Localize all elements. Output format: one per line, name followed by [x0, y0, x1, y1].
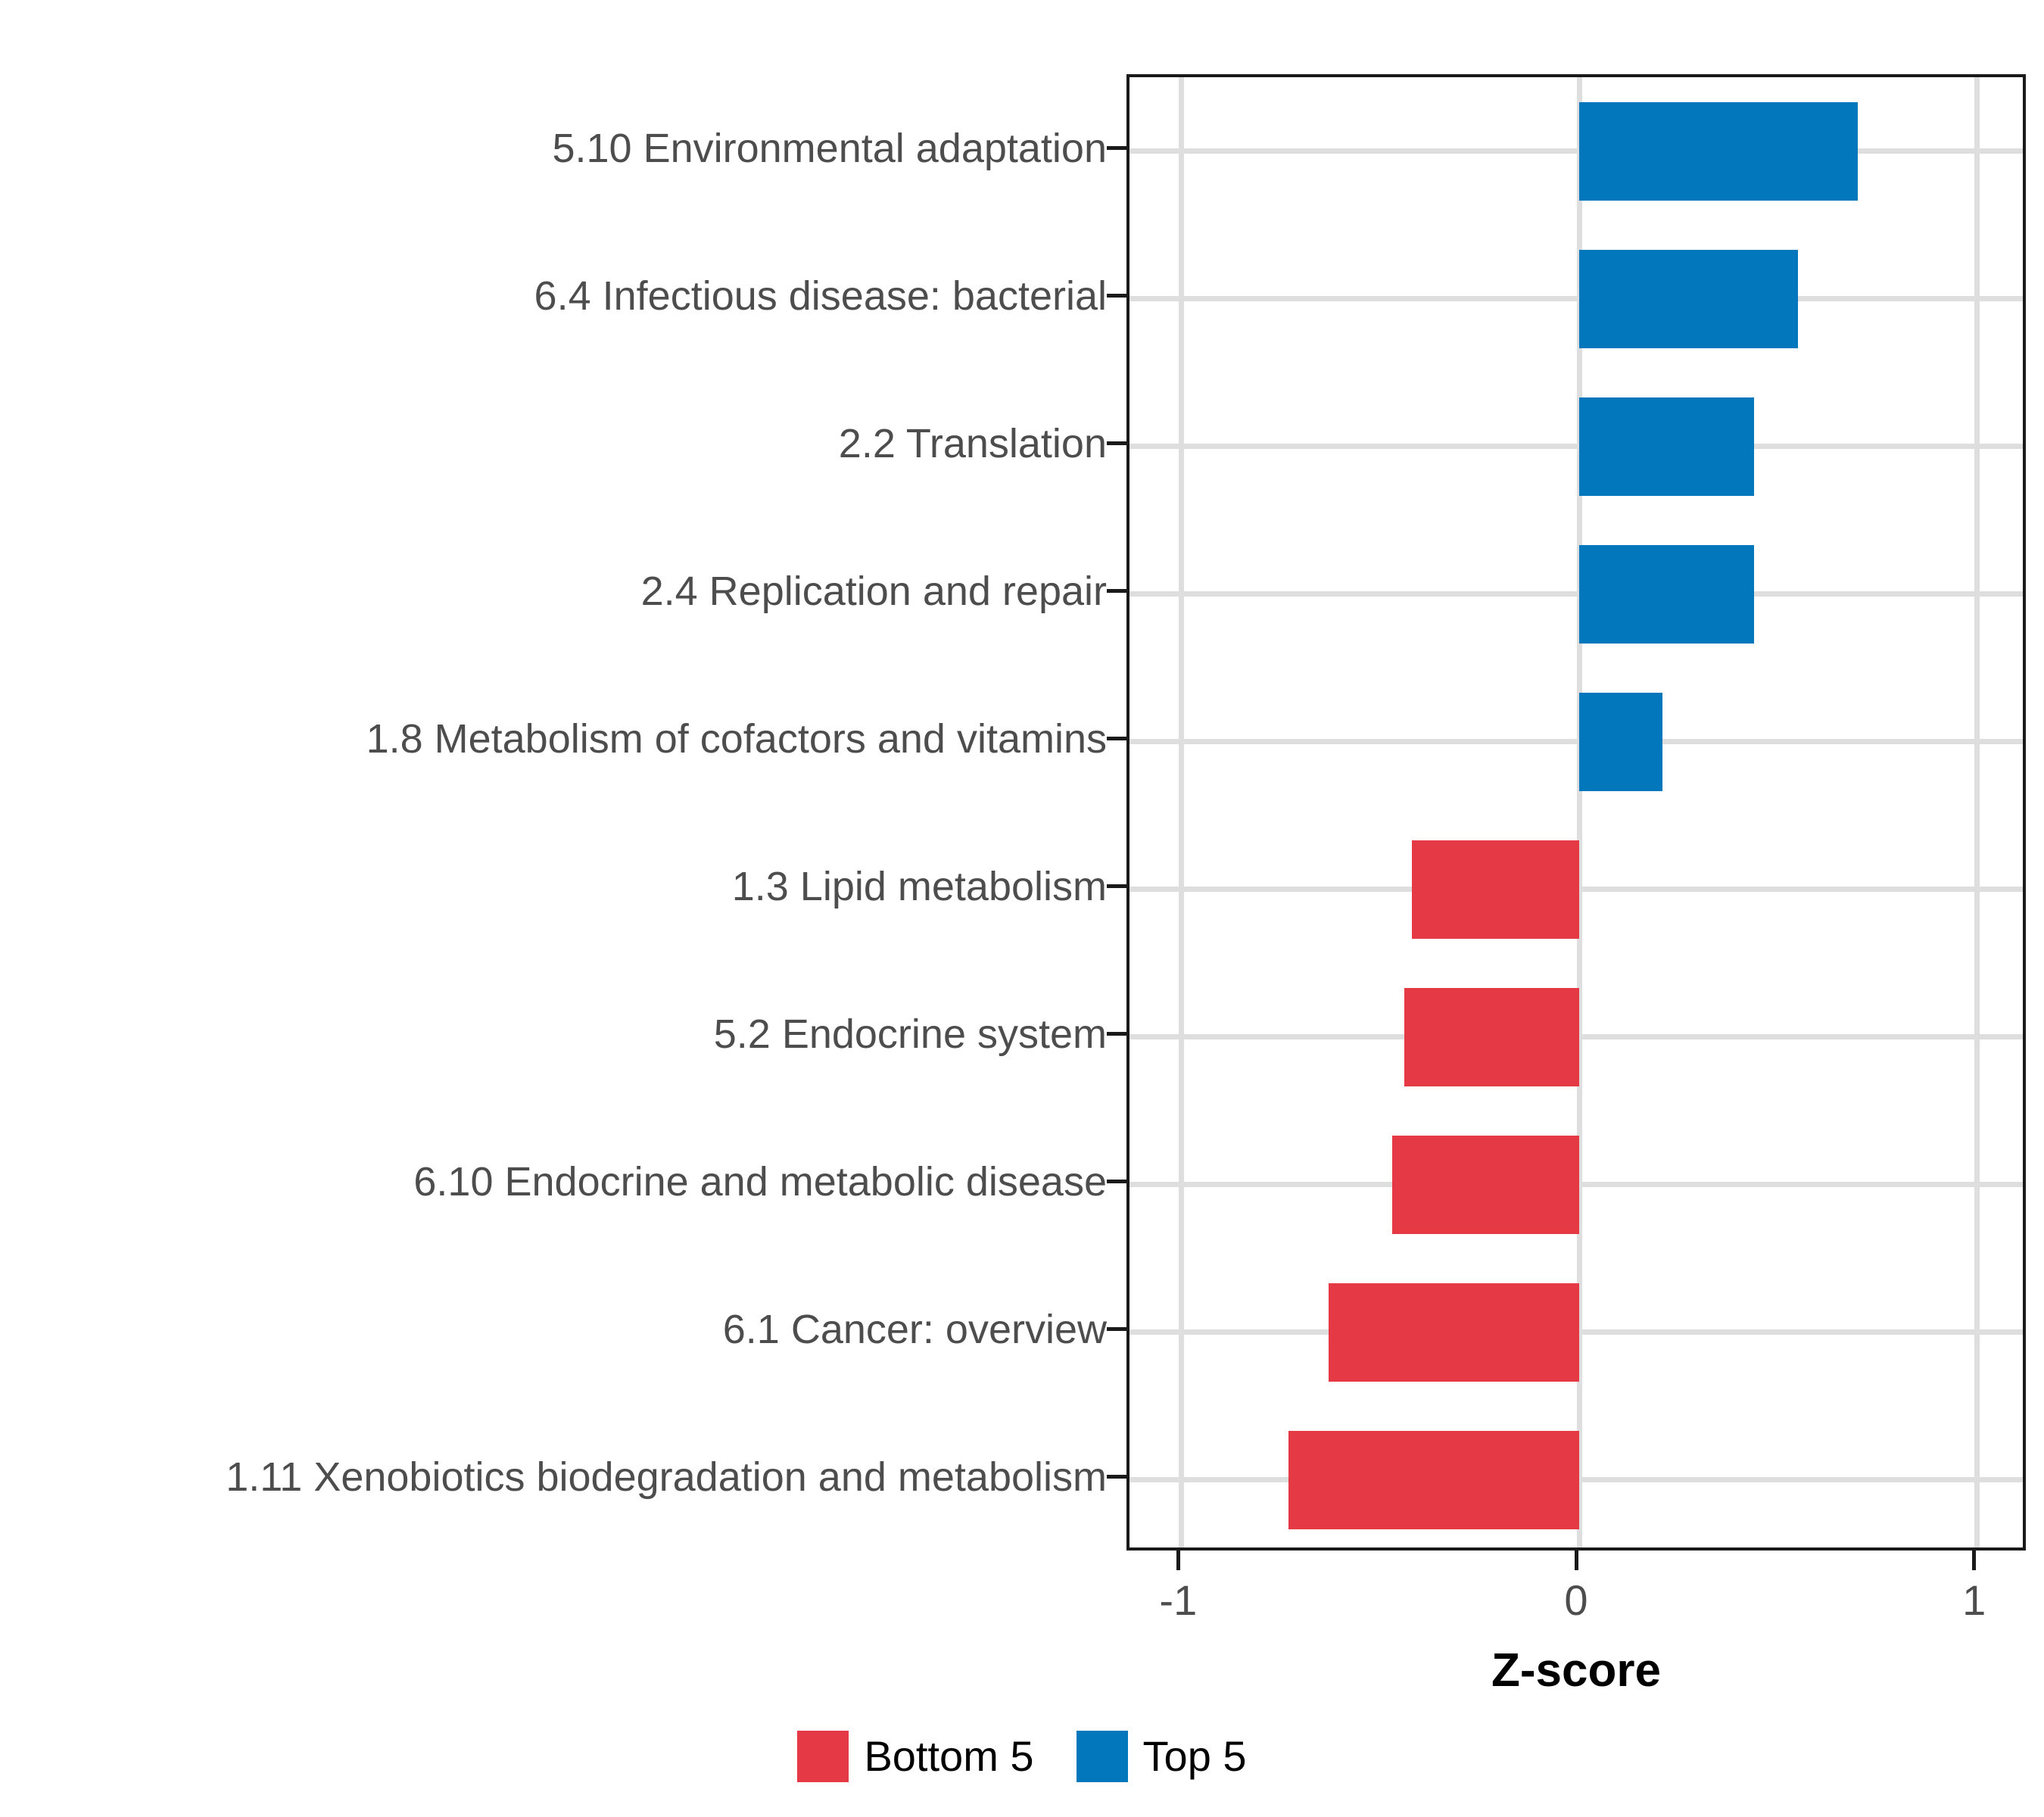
bar — [1579, 397, 1755, 496]
gridline-horizontal — [1129, 591, 2023, 597]
y-axis-tick-label: 2.4 Replication and repair — [640, 568, 1107, 614]
gridline-horizontal — [1129, 444, 2023, 449]
bar — [1579, 544, 1755, 644]
legend-item[interactable]: Top 5 — [1076, 1731, 1247, 1782]
y-axis-tick-label: 5.2 Endocrine system — [713, 1011, 1107, 1057]
x-axis-tick-label: 0 — [1564, 1576, 1588, 1624]
legend-swatch — [1076, 1731, 1128, 1782]
bar — [1579, 692, 1663, 791]
y-axis-tick-mark — [1107, 737, 1126, 740]
y-axis-tick-mark — [1107, 146, 1126, 150]
y-axis-tick-mark — [1107, 441, 1126, 445]
plot-panel — [1126, 74, 2026, 1551]
y-axis-tick-mark — [1107, 1327, 1126, 1331]
x-axis-tick-label: -1 — [1159, 1576, 1198, 1624]
x-axis-tick-mark — [1176, 1551, 1180, 1570]
y-axis-tick-label: 6.1 Cancer: overview — [722, 1306, 1107, 1352]
legend-swatch — [797, 1731, 849, 1782]
bar — [1328, 1282, 1579, 1382]
gridline-horizontal — [1129, 739, 2023, 744]
x-axis-title: Z-score — [1491, 1644, 1661, 1697]
legend-label: Bottom 5 — [864, 1732, 1034, 1780]
y-axis-tick-label: 1.11 Xenobiotics biodegradation and meta… — [226, 1454, 1107, 1500]
gridline-vertical — [1576, 77, 1582, 1547]
bar — [1579, 101, 1858, 201]
y-axis-tick-mark — [1107, 884, 1126, 888]
legend-item[interactable]: Bottom 5 — [797, 1731, 1034, 1782]
y-axis-tick-label: 5.10 Environmental adaptation — [552, 125, 1107, 171]
bar — [1404, 987, 1579, 1086]
y-axis-tick-mark — [1107, 294, 1126, 298]
y-axis-tick-mark — [1107, 1475, 1126, 1479]
legend-label: Top 5 — [1142, 1732, 1247, 1780]
gridline-horizontal — [1129, 148, 2023, 154]
y-axis-tick-label: 1.8 Metabolism of cofactors and vitamins — [366, 715, 1107, 762]
x-axis-tick-label: 1 — [1962, 1576, 1986, 1624]
bar — [1579, 249, 1799, 348]
x-axis-tick-mark — [1574, 1551, 1578, 1570]
chart-legend: Bottom 5 Top 5 — [0, 1731, 2044, 1782]
y-axis-labels: 5.10 Environmental adaptation 6.4 Infecti… — [226, 125, 1107, 1500]
y-axis-tick-label: 6.10 Endocrine and metabolic disease — [413, 1158, 1107, 1205]
x-axis-tick-mark — [1972, 1551, 1977, 1570]
gridline-horizontal — [1129, 296, 2023, 301]
y-axis-tick-mark — [1107, 1032, 1126, 1036]
bar — [1412, 840, 1579, 939]
gridline-vertical — [1178, 77, 1184, 1547]
gridline-vertical — [1974, 77, 1980, 1547]
y-axis-tick-label: 1.3 Lipid metabolism — [731, 863, 1107, 909]
y-axis-tick-mark — [1107, 1180, 1126, 1183]
bar — [1391, 1135, 1579, 1234]
y-axis-tick-label: 2.2 Translation — [838, 420, 1107, 466]
y-axis-tick-label: 6.4 Infectious disease: bacterial — [534, 273, 1107, 319]
y-axis-tick-mark — [1107, 589, 1126, 593]
bar — [1288, 1430, 1579, 1529]
